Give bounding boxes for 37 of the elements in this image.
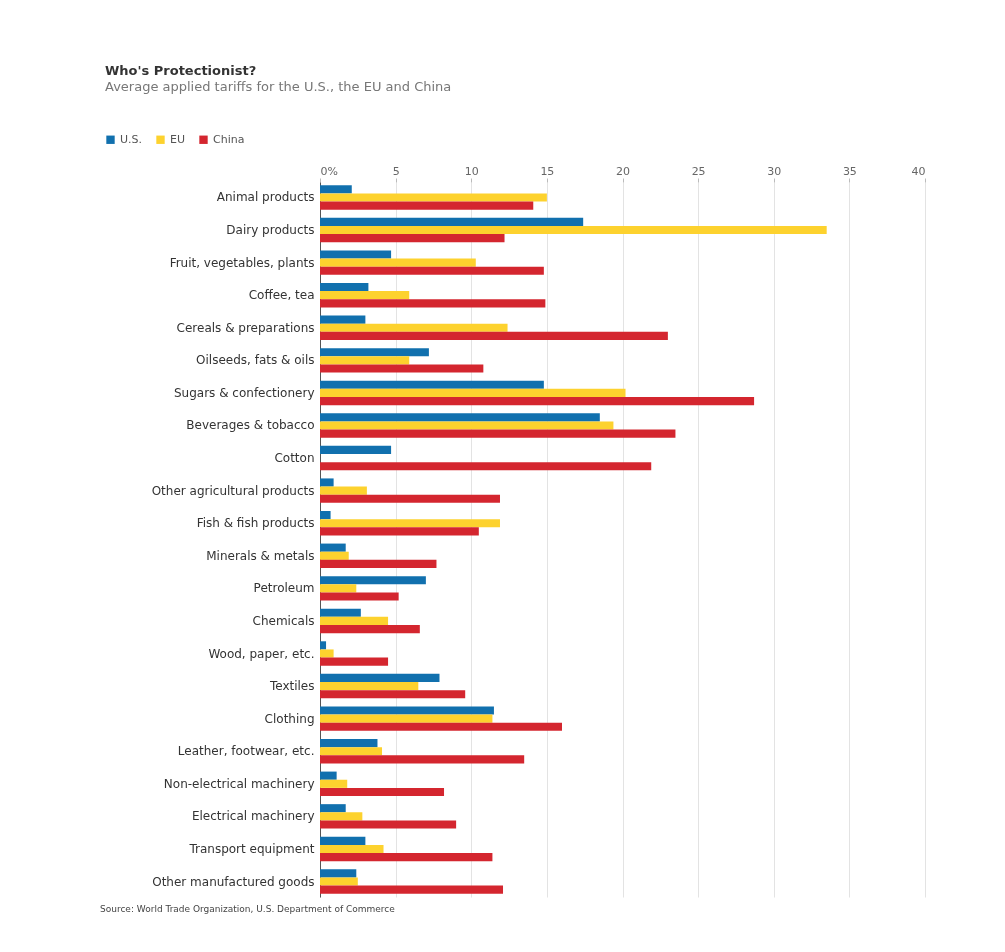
y-tick-label: Oilseeds, fats & oils bbox=[196, 353, 315, 368]
text: Who's Protectionist? bbox=[105, 63, 257, 78]
y-tick-label: Non-electrical machinery bbox=[163, 776, 315, 791]
legend-label: EU bbox=[170, 132, 186, 146]
y-tick-label: Electrical machinery bbox=[191, 809, 315, 824]
legend-label: China bbox=[213, 132, 245, 146]
y-tick-label: Textiles bbox=[268, 679, 315, 694]
y-tick-label: Cereals & preparations bbox=[176, 320, 315, 335]
y-tick-label: Other manufactured goods bbox=[152, 874, 315, 889]
y-tick-label: Clothing bbox=[264, 711, 315, 726]
y-tick-label: Dairy products bbox=[226, 223, 315, 238]
y-tick-label: Leather, footwear, etc. bbox=[177, 744, 315, 759]
y-tick-label: Petroleum bbox=[253, 581, 315, 596]
source-note: Source: World Trade Organization, U.S. Department of Commerce bbox=[100, 904, 396, 914]
y-tick-label: Other agricultural products bbox=[151, 483, 315, 498]
chart-subtitle: Average applied tariffs for the U.S., the EU and China bbox=[105, 79, 452, 94]
x-tick-label: 0% bbox=[320, 164, 338, 178]
y-tick-label: Cotton bbox=[274, 451, 315, 466]
x-tick-label: 25 bbox=[691, 164, 706, 178]
y-tick-label: Transport equipment bbox=[188, 841, 315, 856]
y-tick-label: Wood, paper, etc. bbox=[208, 646, 315, 661]
y-tick-label: Fruit, vegetables, plants bbox=[169, 255, 315, 270]
x-tick-label: 20 bbox=[616, 164, 630, 178]
x-tick-label: 10 bbox=[464, 164, 479, 178]
x-tick-label: 5 bbox=[392, 164, 400, 178]
legend-label: U.S. bbox=[120, 132, 143, 146]
y-tick-label: Animal products bbox=[216, 190, 315, 205]
x-tick-label: 15 bbox=[540, 164, 555, 178]
x-tick-label: 35 bbox=[842, 164, 857, 178]
y-tick-label: Beverages & tobacco bbox=[186, 418, 315, 433]
y-tick-label: Fish & fish products bbox=[196, 516, 315, 531]
x-tick-label: 40 bbox=[911, 164, 926, 178]
y-tick-label: Chemicals bbox=[252, 613, 315, 628]
y-tick-label: Sugars & confectionery bbox=[173, 385, 315, 400]
y-tick-label: Coffee, tea bbox=[248, 288, 315, 303]
y-tick-label: Minerals & metals bbox=[206, 548, 315, 563]
x-tick-label: 30 bbox=[767, 164, 782, 178]
